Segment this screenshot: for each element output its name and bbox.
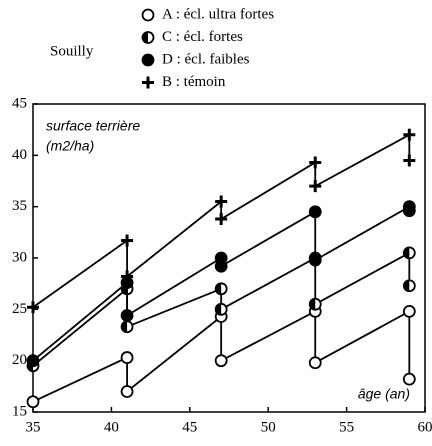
legend-label: B : témoin xyxy=(162,74,226,90)
marker xyxy=(309,180,321,192)
marker xyxy=(403,154,415,166)
marker xyxy=(27,301,39,313)
y-tick-label: 15 xyxy=(12,403,27,419)
legend-label: A : écl. ultra fortes xyxy=(162,6,274,22)
marker xyxy=(121,235,133,247)
x-axis-label: âge (an) xyxy=(358,386,410,402)
x-tick-label: 40 xyxy=(104,419,119,435)
marker xyxy=(403,129,415,141)
marker xyxy=(215,213,227,225)
chart-title: Souilly xyxy=(50,43,94,59)
marker xyxy=(28,355,39,366)
y-axis-label: surface terrière xyxy=(46,118,140,134)
marker xyxy=(404,205,415,216)
marker xyxy=(28,396,39,407)
marker xyxy=(142,77,154,89)
marker xyxy=(122,310,133,321)
marker xyxy=(404,374,415,385)
marker xyxy=(143,10,154,21)
y-tick-label: 35 xyxy=(12,198,27,214)
y-tick-label: 25 xyxy=(12,301,27,317)
marker xyxy=(310,357,321,368)
marker xyxy=(309,157,321,169)
marker xyxy=(404,306,415,317)
marker xyxy=(310,206,321,217)
marker xyxy=(310,255,321,266)
legend-label: C : écl. fortes xyxy=(162,29,243,45)
marker xyxy=(143,55,154,66)
y-axis-label: (m2/ha) xyxy=(46,138,94,154)
x-tick-label: 50 xyxy=(261,419,276,435)
y-tick-label: 20 xyxy=(12,352,27,368)
x-tick-label: 45 xyxy=(182,419,197,435)
marker xyxy=(122,352,133,363)
x-tick-label: 60 xyxy=(418,419,432,435)
y-tick-label: 45 xyxy=(12,95,27,111)
marker xyxy=(122,386,133,397)
y-tick-label: 40 xyxy=(12,147,27,163)
legend-label: D : écl. faibles xyxy=(162,51,250,67)
x-tick-label: 55 xyxy=(339,419,354,435)
marker xyxy=(216,261,227,272)
marker xyxy=(216,355,227,366)
y-tick-label: 30 xyxy=(12,249,27,265)
x-tick-label: 35 xyxy=(26,419,41,435)
